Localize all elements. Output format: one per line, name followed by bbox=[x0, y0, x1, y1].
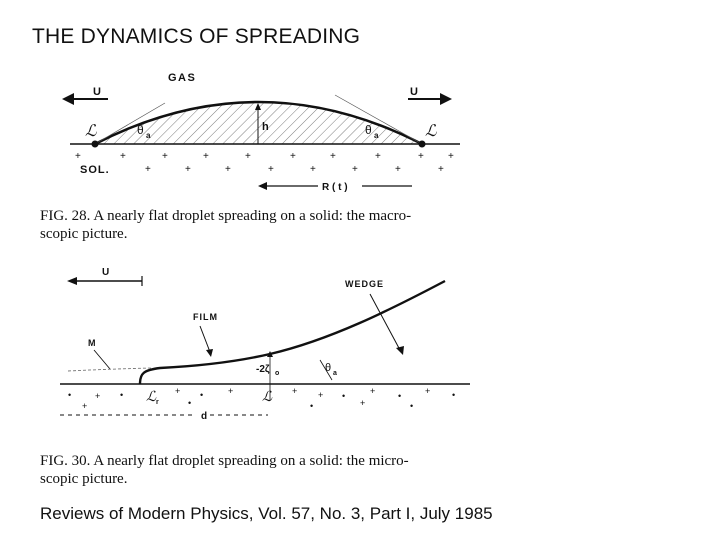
center-arrow-icon bbox=[267, 351, 273, 357]
arrowhead-right-icon bbox=[440, 93, 452, 105]
contact-point-left bbox=[91, 140, 99, 148]
svg-text:+: + bbox=[360, 398, 365, 408]
wedge-label: WEDGE bbox=[345, 279, 384, 289]
theta-micro-label: θ bbox=[325, 362, 331, 374]
svg-text:+: + bbox=[225, 164, 231, 175]
radius-arrow-icon bbox=[258, 182, 267, 190]
m-label: M bbox=[88, 338, 96, 348]
svg-text:+: + bbox=[290, 151, 296, 162]
contact-r-sub: r bbox=[156, 399, 159, 406]
u-label: U bbox=[102, 267, 109, 278]
contact-center-label: ℒ bbox=[262, 388, 273, 404]
fig30-caption-line2: scopic picture. bbox=[40, 471, 128, 487]
solid-plus-signs: + + + + + + + + + + + + + + + + + + bbox=[75, 151, 454, 175]
droplet-profile bbox=[94, 100, 423, 146]
height-label: h bbox=[262, 121, 269, 133]
svg-text:+: + bbox=[120, 151, 126, 162]
theta-right-sub: a bbox=[374, 131, 379, 140]
contact-line-left-label: ℒ bbox=[85, 123, 97, 140]
fig30-caption: FIG. 30. A nearly flat droplet spreading… bbox=[40, 452, 490, 488]
svg-text:+: + bbox=[395, 164, 401, 175]
svg-text:+: + bbox=[268, 164, 274, 175]
svg-text:+: + bbox=[438, 164, 444, 175]
svg-text:+: + bbox=[370, 386, 375, 396]
svg-text:+: + bbox=[448, 151, 454, 162]
svg-text:•: • bbox=[188, 398, 191, 408]
svg-text:+: + bbox=[245, 151, 251, 162]
svg-text:+: + bbox=[185, 164, 191, 175]
svg-text:+: + bbox=[175, 386, 180, 396]
precursor-film bbox=[67, 367, 153, 372]
svg-text:•: • bbox=[342, 391, 345, 401]
d-label: d bbox=[201, 411, 207, 422]
fig30-diagram: U WEDGE FILM M -2ζ o θ a ℒ r ℒ • + • + • + +… bbox=[60, 267, 470, 422]
u-right-label: U bbox=[410, 86, 418, 98]
tangent-left bbox=[94, 102, 166, 145]
svg-text:+: + bbox=[352, 164, 358, 175]
fig28-caption-line2: scopic picture. bbox=[40, 226, 128, 242]
svg-text:•: • bbox=[410, 401, 413, 411]
svg-text:•: • bbox=[310, 401, 313, 411]
svg-text:•: • bbox=[398, 391, 401, 401]
sol-label: SOL. bbox=[80, 164, 110, 176]
wedge-pointer bbox=[369, 293, 401, 351]
contact-point-right bbox=[418, 140, 426, 148]
solid-marks-micro: • + • + • + + + • + • + • + • • + • bbox=[68, 386, 455, 411]
contact-r-label: ℒ bbox=[146, 388, 157, 404]
svg-text:+: + bbox=[82, 401, 87, 411]
theta-left-sub: a bbox=[146, 131, 151, 140]
fig28-caption: FIG. 28. A nearly flat droplet spreading… bbox=[40, 207, 490, 243]
svg-text:+: + bbox=[203, 151, 209, 162]
svg-text:+: + bbox=[318, 390, 323, 400]
svg-text:+: + bbox=[375, 151, 381, 162]
arrowhead-left-icon bbox=[62, 93, 74, 105]
tangent-right bbox=[334, 94, 423, 145]
fig28-diagram: GAS U U ℒ ℒ θ a θ a h SOL. + + + + + + + + + +… bbox=[62, 72, 460, 193]
svg-text:+: + bbox=[330, 151, 336, 162]
theta-micro-mark bbox=[319, 359, 333, 381]
film-pointer-head-icon bbox=[206, 349, 213, 357]
svg-text:+: + bbox=[292, 386, 297, 396]
svg-text:+: + bbox=[95, 391, 100, 401]
wedge-pointer-head-icon bbox=[396, 346, 404, 355]
height-arrow-icon bbox=[255, 103, 261, 110]
theta-left-label: θ bbox=[137, 123, 144, 137]
contact-line-right-label: ℒ bbox=[425, 123, 437, 140]
journal-reference: Reviews of Modern Physics, Vol. 57, No. … bbox=[40, 504, 493, 523]
fig30-caption-line1: FIG. 30. A nearly flat droplet spreading… bbox=[40, 453, 409, 469]
m-pointer bbox=[93, 349, 111, 370]
u-left-label: U bbox=[93, 86, 101, 98]
theta-right-label: θ bbox=[365, 123, 372, 137]
svg-text:+: + bbox=[418, 151, 424, 162]
u-arrowhead-icon bbox=[67, 277, 77, 285]
page-title: THE DYNAMICS OF SPREADING bbox=[32, 25, 361, 48]
svg-text:•: • bbox=[452, 390, 455, 400]
svg-text:+: + bbox=[145, 164, 151, 175]
film-pointer bbox=[199, 325, 211, 353]
zeta-label: -2ζ bbox=[256, 364, 270, 375]
svg-text:+: + bbox=[75, 151, 81, 162]
svg-text:•: • bbox=[120, 390, 123, 400]
gas-label: GAS bbox=[168, 72, 196, 84]
radius-label: R ( t ) bbox=[322, 182, 348, 193]
svg-text:+: + bbox=[162, 151, 168, 162]
theta-micro-sub: a bbox=[333, 370, 337, 377]
svg-text:+: + bbox=[425, 386, 430, 396]
fig28-caption-line1: FIG. 28. A nearly flat droplet spreading… bbox=[40, 208, 412, 224]
svg-text:•: • bbox=[200, 390, 203, 400]
film-label: FILM bbox=[193, 312, 218, 322]
svg-text:•: • bbox=[68, 390, 71, 400]
svg-text:+: + bbox=[310, 164, 316, 175]
svg-text:+: + bbox=[228, 386, 233, 396]
zeta-sub: o bbox=[275, 370, 279, 377]
wedge-profile bbox=[138, 279, 446, 385]
